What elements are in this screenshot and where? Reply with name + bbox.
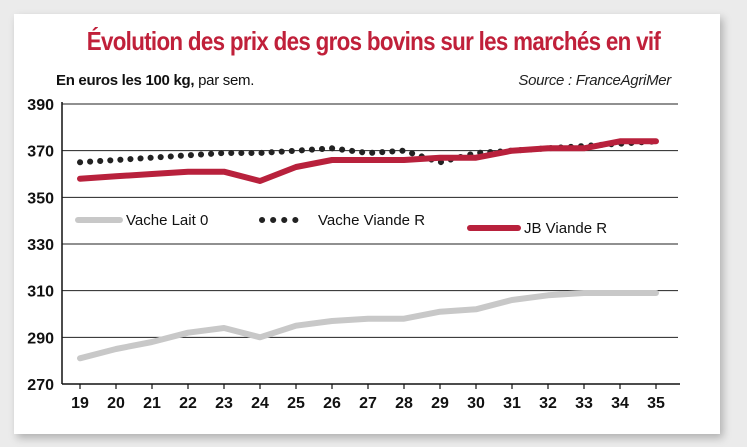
y-tick-label: 270 — [27, 377, 54, 394]
chart-title: Évolution des prix des gros bovins sur l… — [86, 26, 661, 56]
x-tick-label: 34 — [611, 395, 629, 412]
legend-label-3: JB Viande R — [524, 220, 607, 237]
x-tick-label: 26 — [323, 395, 341, 412]
chart-card — [14, 14, 720, 434]
y-tick-label: 330 — [27, 237, 54, 254]
x-tick-label: 32 — [539, 395, 557, 412]
x-tick-label: 27 — [359, 395, 377, 412]
x-tick-label: 35 — [647, 395, 665, 412]
series-line-1 — [77, 290, 659, 362]
x-tick-label: 28 — [395, 395, 413, 412]
y-tick-label: 370 — [27, 144, 54, 161]
unit-label-bold: En euros les 100 kg, — [56, 72, 195, 89]
legend-label-2: Vache Viande R — [318, 212, 425, 229]
x-tick-label: 31 — [503, 395, 521, 412]
unit-label: En euros les 100 kg, par sem. — [56, 72, 254, 89]
x-tick-label: 20 — [107, 395, 125, 412]
x-tick-label: 23 — [215, 395, 233, 412]
x-tick-label: 22 — [179, 395, 197, 412]
x-tick-label: 21 — [143, 395, 161, 412]
y-tick-label: 390 — [27, 97, 54, 114]
x-tick-label: 24 — [251, 395, 269, 412]
legend-label-1: Vache Lait 0 — [126, 212, 208, 229]
y-tick-label: 350 — [27, 190, 54, 207]
y-tick-label: 310 — [27, 284, 54, 301]
x-tick-label: 30 — [467, 395, 485, 412]
x-tick-label: 33 — [575, 395, 593, 412]
x-tick-label: 29 — [431, 395, 449, 412]
series-line-3 — [77, 138, 659, 184]
x-tick-label: 25 — [287, 395, 305, 412]
y-tick-label: 290 — [27, 330, 54, 347]
source-label: Source : FranceAgriMer — [518, 72, 671, 89]
x-tick-label: 19 — [71, 395, 89, 412]
unit-label-rest: par sem. — [194, 72, 255, 89]
